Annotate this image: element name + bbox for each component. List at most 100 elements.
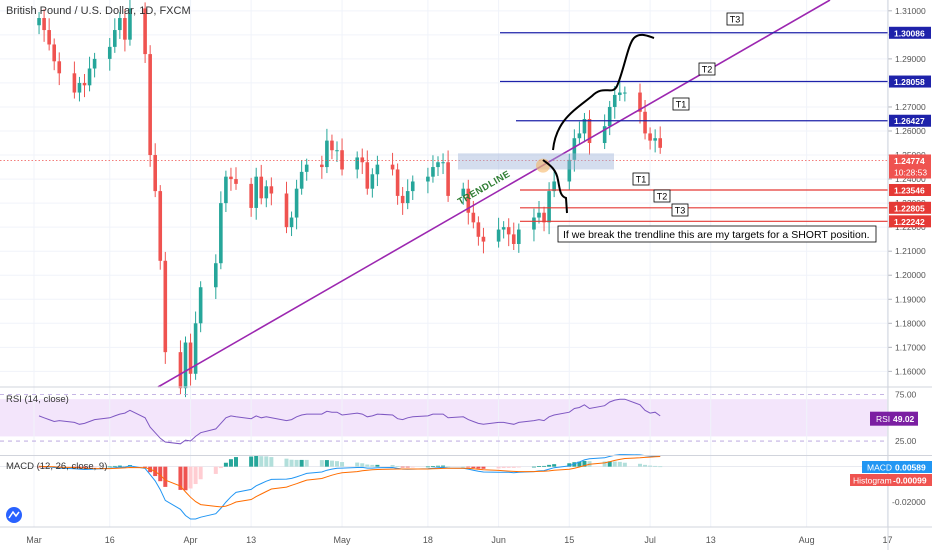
y-tick-label: 1.29000 <box>895 54 926 64</box>
rsi-line <box>38 398 661 445</box>
candle-body <box>335 150 339 152</box>
candle-body <box>441 162 445 164</box>
x-tick-label: Jul <box>644 535 656 545</box>
candle-body <box>183 342 188 389</box>
y-tick-label: 1.19000 <box>895 294 926 304</box>
y-tick-label: 1.20000 <box>895 270 926 280</box>
candle-body <box>370 174 375 189</box>
candle-body <box>284 193 289 228</box>
macd-histogram-bar <box>143 466 148 468</box>
candle-body <box>254 176 258 208</box>
macd-histogram-bar <box>355 462 360 467</box>
candle-body <box>506 227 511 235</box>
candle-body <box>572 138 577 160</box>
candle-body <box>118 18 122 31</box>
candle-body <box>259 176 264 199</box>
tag-1-28058: 1.28058 <box>894 77 925 87</box>
long-target-label-t2: T2 <box>702 65 713 75</box>
macd-histogram-bar <box>360 463 365 467</box>
candle-body <box>648 133 652 141</box>
candle-body <box>37 18 41 26</box>
candle-body <box>410 181 415 192</box>
rsi-band <box>0 399 888 437</box>
candle-body <box>476 222 481 237</box>
rsi-title: RSI (14, close) <box>6 394 69 405</box>
tag-1-22242: 1.22242 <box>894 217 925 227</box>
macd-histogram-bar <box>405 466 410 468</box>
rsi-tag-value: 49.02 <box>893 414 915 424</box>
candle-body <box>400 195 405 204</box>
candle-body <box>128 8 132 40</box>
candle-body <box>113 30 117 47</box>
macd-histogram-bar <box>304 459 309 467</box>
x-tick-label: Mar <box>26 535 42 545</box>
macd-histogram-bar <box>329 460 334 467</box>
candle-body <box>249 183 253 208</box>
macd-histogram-bar <box>617 461 622 467</box>
candle-body <box>294 188 299 218</box>
macd-histogram-bar <box>511 466 516 468</box>
candle-body <box>360 157 365 163</box>
candle-body <box>623 92 627 94</box>
candle-body <box>158 191 163 261</box>
tag-1-23546: 1.23546 <box>894 185 925 195</box>
x-tick-label: 15 <box>564 535 574 545</box>
macd-histogram-bar <box>77 466 82 468</box>
macd-histogram-bar <box>213 466 218 474</box>
y-tick-label: 1.24000 <box>895 174 926 184</box>
y-tick-label: 1.27000 <box>895 102 926 112</box>
macd-histogram-bar <box>648 465 653 467</box>
tag-1-28058-bg <box>889 75 931 88</box>
short-target-label-t3: T3 <box>675 206 686 216</box>
macd-tag-label: MACD <box>867 463 892 473</box>
candle-body <box>618 92 622 95</box>
macd-histogram-bar <box>471 466 476 469</box>
annotation-box <box>557 225 877 243</box>
long-target-label-t1: T1 <box>676 100 687 110</box>
macd-histogram-bar <box>653 465 658 467</box>
candle-body <box>57 61 62 74</box>
macd-histogram-bar <box>375 464 380 467</box>
x-tick-label: Apr <box>184 535 198 545</box>
candle-body <box>517 229 521 244</box>
short-target-label-t2-box <box>653 189 671 203</box>
macd-histogram-bar <box>430 466 435 467</box>
candle-body <box>229 176 233 180</box>
candle-body <box>72 73 77 93</box>
candle-body <box>92 58 97 69</box>
short-projection-path <box>542 159 568 214</box>
macd-histogram-bar <box>188 466 193 489</box>
macd-histogram-bar <box>602 461 607 467</box>
candle-body <box>395 169 400 196</box>
candle-body <box>582 118 587 134</box>
tag-1-23546-bg <box>889 183 931 196</box>
candle-body <box>532 217 536 230</box>
candle-body <box>537 212 541 218</box>
macd-histogram-bar <box>319 460 324 467</box>
macd-layer <box>0 454 888 520</box>
candle-body <box>426 176 430 182</box>
candle-body <box>607 106 612 127</box>
macd-histogram-bar <box>400 466 405 468</box>
macd-histogram-bar <box>410 466 415 468</box>
macd-histogram-bar <box>461 466 466 468</box>
macd-histogram-bar <box>107 466 112 468</box>
macd-histogram-bar <box>163 466 168 487</box>
macd-histogram-bar <box>37 466 42 468</box>
macd-histogram-bar <box>572 462 577 467</box>
macd-histogram-bar <box>506 466 511 468</box>
tag-1-30086: 1.30086 <box>894 28 925 38</box>
countdown-tag: 10:28:53 <box>894 167 927 177</box>
candle-body <box>143 8 147 55</box>
candle-body <box>153 155 157 192</box>
candle-body <box>547 191 551 223</box>
macd-histogram-bar <box>552 464 557 467</box>
macd-histogram-bar <box>501 466 506 469</box>
macd-histogram-bar <box>122 465 127 467</box>
annotation-text: If we break the trendline this are my ta… <box>563 229 870 241</box>
macd-histogram-bar <box>446 466 451 468</box>
macd-histogram-bar <box>193 466 198 485</box>
candle-body <box>577 133 582 139</box>
